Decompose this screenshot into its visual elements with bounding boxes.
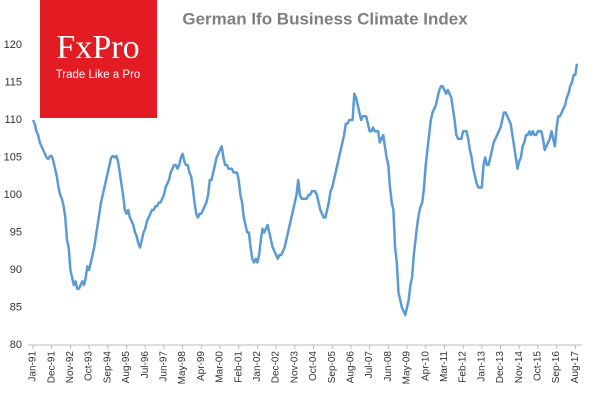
y-tick-label: 115: [4, 76, 22, 88]
x-tick-label: Nov-92: [65, 351, 76, 384]
x-tick-label: Feb-01: [233, 351, 244, 383]
x-tick-label: Oct-04: [308, 351, 319, 381]
x-tick-label: Nov-03: [289, 351, 300, 384]
x-tick-label: Dec-91: [46, 351, 57, 384]
x-tick-label: Jun-08: [383, 351, 394, 382]
logo-name: FxPro: [56, 29, 139, 66]
y-tick-label: 85: [10, 301, 22, 313]
x-tick-label: Apr-10: [420, 351, 431, 381]
x-tick-label: Apr-99: [196, 351, 207, 381]
x-tick-label: Sep-94: [102, 351, 113, 384]
x-tick-label: Jun-97: [159, 351, 170, 382]
x-tick-label: Jul-96: [140, 351, 151, 379]
x-tick-label: Sep-16: [551, 351, 562, 384]
x-tick-label: Sep-05: [327, 351, 338, 384]
x-tick-label: Aug-95: [121, 351, 132, 384]
x-tick-label: Nov-14: [514, 351, 525, 384]
x-tick-label: May-09: [402, 351, 413, 385]
line-series: [31, 63, 579, 317]
x-tick-label: Aug-06: [346, 351, 357, 384]
x-tick-label: Dec-02: [271, 351, 282, 384]
x-tick-label: Jul-07: [364, 351, 375, 379]
x-tick-label: Aug-17: [570, 351, 581, 384]
x-tick-label: Jan-13: [476, 351, 487, 382]
x-tick-label: Oct-15: [533, 351, 544, 381]
y-tick-label: 90: [10, 264, 22, 276]
x-tick-label: Jan-91: [28, 351, 39, 382]
y-tick-label: 100: [4, 189, 22, 201]
y-tick-label: 120: [4, 39, 22, 51]
y-tick-label: 105: [4, 151, 22, 163]
x-tick-label: Dec-13: [495, 351, 506, 384]
logo-tagline: Trade Like a Pro: [56, 69, 141, 81]
x-tick-label: Mar-11: [439, 351, 450, 382]
y-tick-label: 110: [4, 114, 22, 126]
x-tick-label: Mar-00: [215, 351, 226, 383]
logo-box: [40, 0, 157, 118]
x-tick-label: Oct-93: [84, 351, 95, 381]
x-tick-label: May-98: [177, 351, 188, 385]
y-tick-label: 80: [10, 339, 22, 351]
x-tick-label: Jan-02: [252, 351, 263, 382]
x-tick-label: Feb-12: [458, 351, 469, 383]
chart-title: German Ifo Business Climate Index: [182, 9, 468, 28]
y-tick-label: 95: [10, 226, 22, 238]
